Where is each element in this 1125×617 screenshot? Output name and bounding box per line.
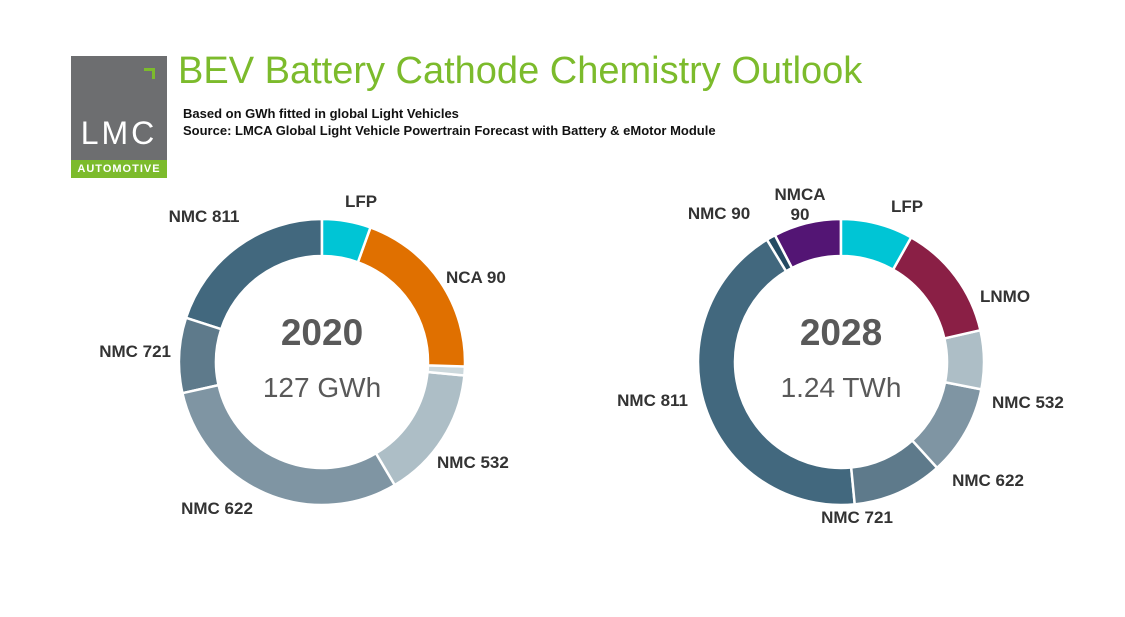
subtitle-source: Source: LMCA Global Light Vehicle Powert…	[183, 123, 716, 138]
slice-nmc-622	[910, 380, 983, 470]
donut-chart-2020: 2020 127 GWh LFP NCA 90 NMC 532 NMC 622 NMC …	[99, 192, 509, 518]
chart-year: 2028	[800, 312, 882, 353]
slice-label-nmc-622: NMC 622	[181, 499, 253, 518]
slice-lfp	[320, 217, 373, 264]
slice-lnmo	[891, 235, 982, 340]
slice-label-nmc-811: NMC 811	[169, 207, 240, 226]
slice-label-nmca-90: NMCA 90	[775, 185, 826, 224]
slice-nmc-622	[180, 383, 397, 507]
logo-sub-text: AUTOMOTIVE	[71, 160, 167, 178]
chart-total: 127 GWh	[263, 372, 381, 403]
slice-label-nmc-532: NMC 532	[992, 393, 1064, 412]
logo-block: LMC	[71, 56, 167, 160]
logo-main-text: LMC	[80, 115, 158, 151]
slice-nmc-721	[177, 316, 223, 395]
slice-label-nca-90: NCA 90	[446, 268, 506, 287]
slice-nmc-532	[942, 328, 986, 391]
slice-nmc-721	[849, 438, 939, 506]
slice-label-nmc-622: NMC 622	[952, 471, 1024, 490]
slice-label-nmc-721: NMC 721	[821, 508, 893, 527]
slice-nmc-811	[696, 237, 857, 507]
chart-total: 1.24 TWh	[781, 372, 902, 403]
chart-year: 2020	[281, 312, 363, 353]
lmc-automotive-logo: LMC AUTOMOTIVE	[71, 56, 167, 178]
slice-label-lfp: LFP	[891, 197, 923, 216]
slice-label-lfp: LFP	[345, 192, 377, 211]
subtitle-basis: Based on GWh fitted in global Light Vehi…	[183, 106, 459, 121]
slice-label-nmc-811: NMC 811	[617, 391, 688, 410]
slice-nca-90	[356, 225, 467, 368]
slice-lfp	[839, 217, 913, 272]
slice-label-nmc-532: NMC 532	[437, 453, 509, 472]
slice-label-lnmo: LNMO	[980, 287, 1030, 306]
page-title: BEV Battery Cathode Chemistry Outlook	[178, 50, 863, 92]
slice-nmc-532	[374, 370, 466, 487]
slice-label-nmc-721: NMC 721	[99, 342, 171, 361]
donut-chart-2028: 2028 1.24 TWh LFP LNMO NMC 532 NMC 622 NMC 7…	[617, 185, 1064, 527]
logo-corner-mark	[144, 68, 155, 79]
slice-label-nmc-90: NMC 90	[688, 204, 750, 223]
